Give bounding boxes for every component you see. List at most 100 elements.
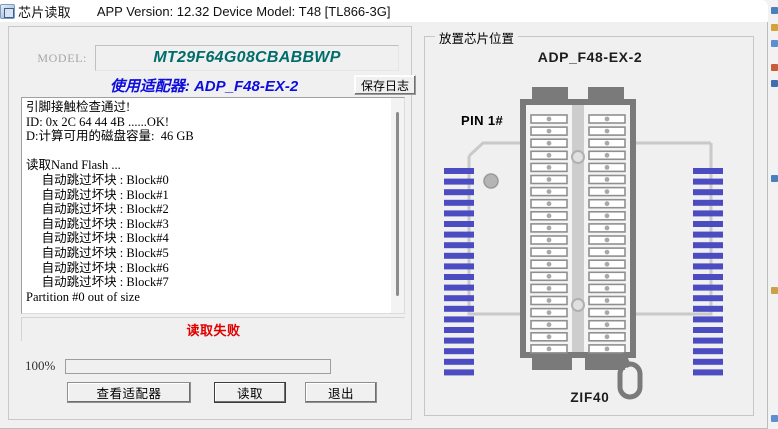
model-row: MODEL: MT29F64G08CBABBWP — [23, 45, 399, 71]
chip-pin-left — [444, 337, 474, 344]
log-scrollbar[interactable] — [391, 98, 404, 313]
progress-row: 100% — [25, 357, 405, 375]
desktop-icon[interactable] — [771, 40, 778, 47]
socket-screw-bottom — [571, 298, 585, 312]
socket-contact-pin — [604, 273, 610, 279]
socket-contact-pin — [604, 298, 610, 303]
progress-percent-label: 100% — [25, 358, 56, 373]
desktop-icon[interactable] — [771, 7, 778, 14]
chip-pin-left — [444, 263, 474, 270]
socket-contact-pin — [546, 298, 552, 303]
socket-contact-pin — [546, 334, 552, 340]
chip-pin-left — [444, 274, 474, 280]
chip-pin-left — [444, 221, 474, 227]
chip-pin-left — [444, 316, 474, 323]
chip-pin-left — [444, 178, 474, 185]
socket-contact-pin — [604, 346, 610, 352]
socket-contact-pin — [546, 310, 552, 315]
socket-contact-pin — [546, 128, 552, 134]
chip-pin-right — [693, 316, 723, 323]
socket-contact-pin — [604, 334, 610, 340]
read-button[interactable]: 读取 — [214, 382, 286, 403]
socket-contact-pin — [604, 249, 610, 255]
progress-bar — [65, 358, 331, 374]
socket-contact-pin — [546, 322, 552, 328]
socket-contact-pin — [546, 116, 552, 122]
socket-contact-pin — [604, 322, 610, 328]
chip-pin-left — [444, 242, 474, 249]
desktop-icon[interactable] — [771, 24, 778, 31]
model-label: MODEL: — [37, 50, 87, 65]
chip-pin-right — [693, 369, 723, 376]
app-chip-icon — [0, 3, 15, 19]
pin1-marker-label: PIN 1# — [461, 113, 504, 128]
socket-contact-pin — [546, 201, 552, 207]
chip-pin-left — [444, 327, 474, 333]
log-scrollbar-thumb[interactable] — [396, 112, 399, 296]
desktop-icon[interactable] — [771, 80, 778, 87]
chip-pin-left — [444, 210, 474, 217]
socket-contact-pin — [546, 165, 552, 170]
chip-pin-right — [693, 284, 723, 291]
chip-pin-right — [693, 189, 723, 196]
socket-contact-pin — [604, 237, 610, 243]
socket-contact-pin — [546, 237, 552, 243]
chip-pin-right — [693, 252, 723, 259]
model-value-text: MT29F64G08CBABBWP — [153, 49, 341, 66]
socket-contact-pin — [604, 165, 610, 170]
desktop-icon[interactable] — [771, 287, 778, 294]
socket-center-rail — [572, 105, 584, 352]
socket-contact-pin — [546, 189, 552, 195]
zif40-socket-diagram — [444, 87, 723, 400]
socket-contact-pin — [604, 201, 610, 207]
socket-contact-pin — [604, 189, 610, 195]
socket-contact-pin — [546, 225, 552, 231]
chip-pin-left — [444, 305, 474, 312]
log-output-box[interactable]: 引脚接触检查通过! ID: 0x 2C 64 44 4B ......OK! D… — [21, 97, 405, 314]
socket-contact-pin — [546, 346, 552, 352]
chip-pin-right — [693, 178, 723, 185]
zif-lever-handle — [617, 361, 643, 400]
adapter-name-title: ADP_F48-EX-2 — [537, 49, 643, 65]
action-button-row: 查看适配器 读取 退出 — [9, 382, 413, 408]
exit-button[interactable]: 退出 — [305, 382, 377, 403]
save-log-button[interactable]: 保存日志 — [354, 75, 416, 95]
socket-type-label: ZIF40 — [570, 390, 610, 405]
socket-contact-pin — [604, 116, 610, 122]
chip-pin-left — [444, 199, 474, 206]
view-adapter-button[interactable]: 查看适配器 — [67, 382, 191, 403]
status-bar: 读取失败 — [21, 317, 405, 341]
app-version-label: APP Version: 12.32 Device Model: T48 [TL… — [96, 3, 391, 19]
desktop-icon[interactable] — [771, 415, 778, 422]
chip-pin-right — [693, 168, 723, 174]
chip-pin-left — [444, 284, 474, 291]
window-title: 芯片读取 — [18, 4, 71, 20]
chip-pin-left — [444, 369, 474, 376]
chip-pin-right — [693, 210, 723, 217]
chip-pin-right — [693, 274, 723, 280]
socket-contact-pin — [546, 140, 552, 146]
socket-contact-pin — [546, 273, 552, 279]
socket-contact-pin — [546, 152, 552, 158]
chip-pin-right — [693, 327, 723, 333]
chip-pin-right — [693, 337, 723, 344]
socket-contact-pin — [604, 128, 610, 134]
read-status-panel: MODEL: MT29F64G08CBABBWP 使用适配器: ADP_F48-… — [8, 26, 416, 420]
desktop-icon[interactable] — [771, 64, 778, 71]
title-bar: 芯片读取 APP Version: 12.32 Device Model: T4… — [0, 0, 768, 22]
socket-contact-pin — [546, 261, 552, 267]
desktop-icon[interactable] — [771, 175, 778, 182]
chip-pin-right — [693, 295, 723, 302]
pin1-dot-marker — [483, 173, 499, 189]
socket-contact-pin — [604, 286, 610, 291]
chip-pin-left — [444, 358, 474, 365]
chip-pin-left — [444, 295, 474, 302]
chip-pin-right — [693, 348, 723, 355]
socket-contact-pin — [604, 177, 610, 182]
chip-pin-right — [693, 263, 723, 270]
socket-contact-pin — [604, 152, 610, 158]
socket-screw-top — [571, 150, 585, 164]
socket-contact-pin — [604, 225, 610, 231]
socket-contact-pin — [604, 140, 610, 146]
